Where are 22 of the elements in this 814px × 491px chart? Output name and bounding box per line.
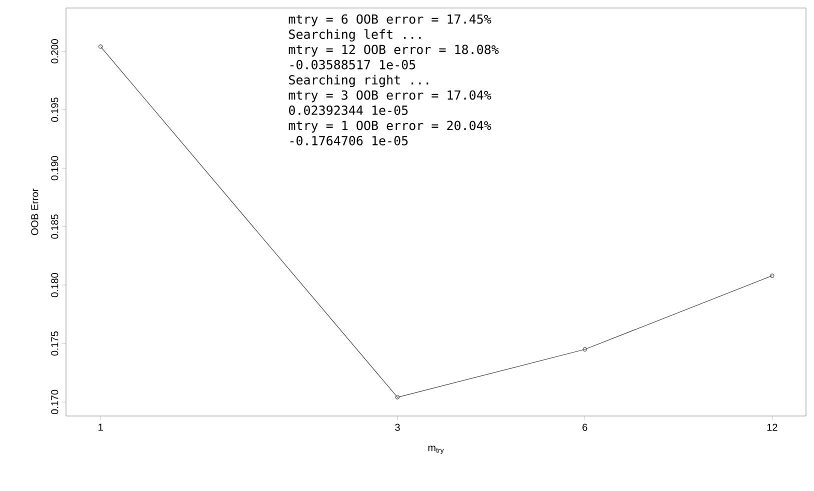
annotation: mtry = 12 OOB error = 18.08%	[288, 44, 499, 57]
annotation: -0.03588517 1e-05	[290, 60, 416, 70]
x-tick-label: 12	[767, 424, 778, 431]
annotation: Searching right ...	[289, 74, 428, 88]
annotation: -0.1764706 1e-05	[290, 136, 408, 146]
x-tick-label: 1	[98, 424, 103, 431]
annotation: mtry = 3 OOB error = 17.04%	[288, 90, 492, 102]
y-tick-label: 0.185	[51, 214, 58, 239]
annotation: mtry = 1 OOB error = 20.04%	[288, 120, 492, 133]
y-axis-title: OOB Error	[31, 188, 38, 236]
annotation: mtry = 6 OOB error = 17.45%	[288, 14, 492, 26]
y-tick-label: 0.200	[51, 39, 58, 64]
x-tick-label: 6	[582, 424, 588, 431]
x-tick-label: 3	[395, 424, 400, 431]
annotation: Searching left ...	[289, 29, 421, 42]
y-tick-label: 0.180	[51, 272, 58, 298]
annotation: 0.02392344 1e-05	[289, 106, 408, 115]
y-tick-label: 0.175	[51, 331, 58, 356]
y-tick-label: 0.195	[51, 98, 58, 122]
x-axis-title: m$_{try}$	[428, 446, 444, 454]
y-tick-label: 0.190	[51, 156, 58, 180]
y-tick-label: 0.170	[51, 390, 58, 414]
